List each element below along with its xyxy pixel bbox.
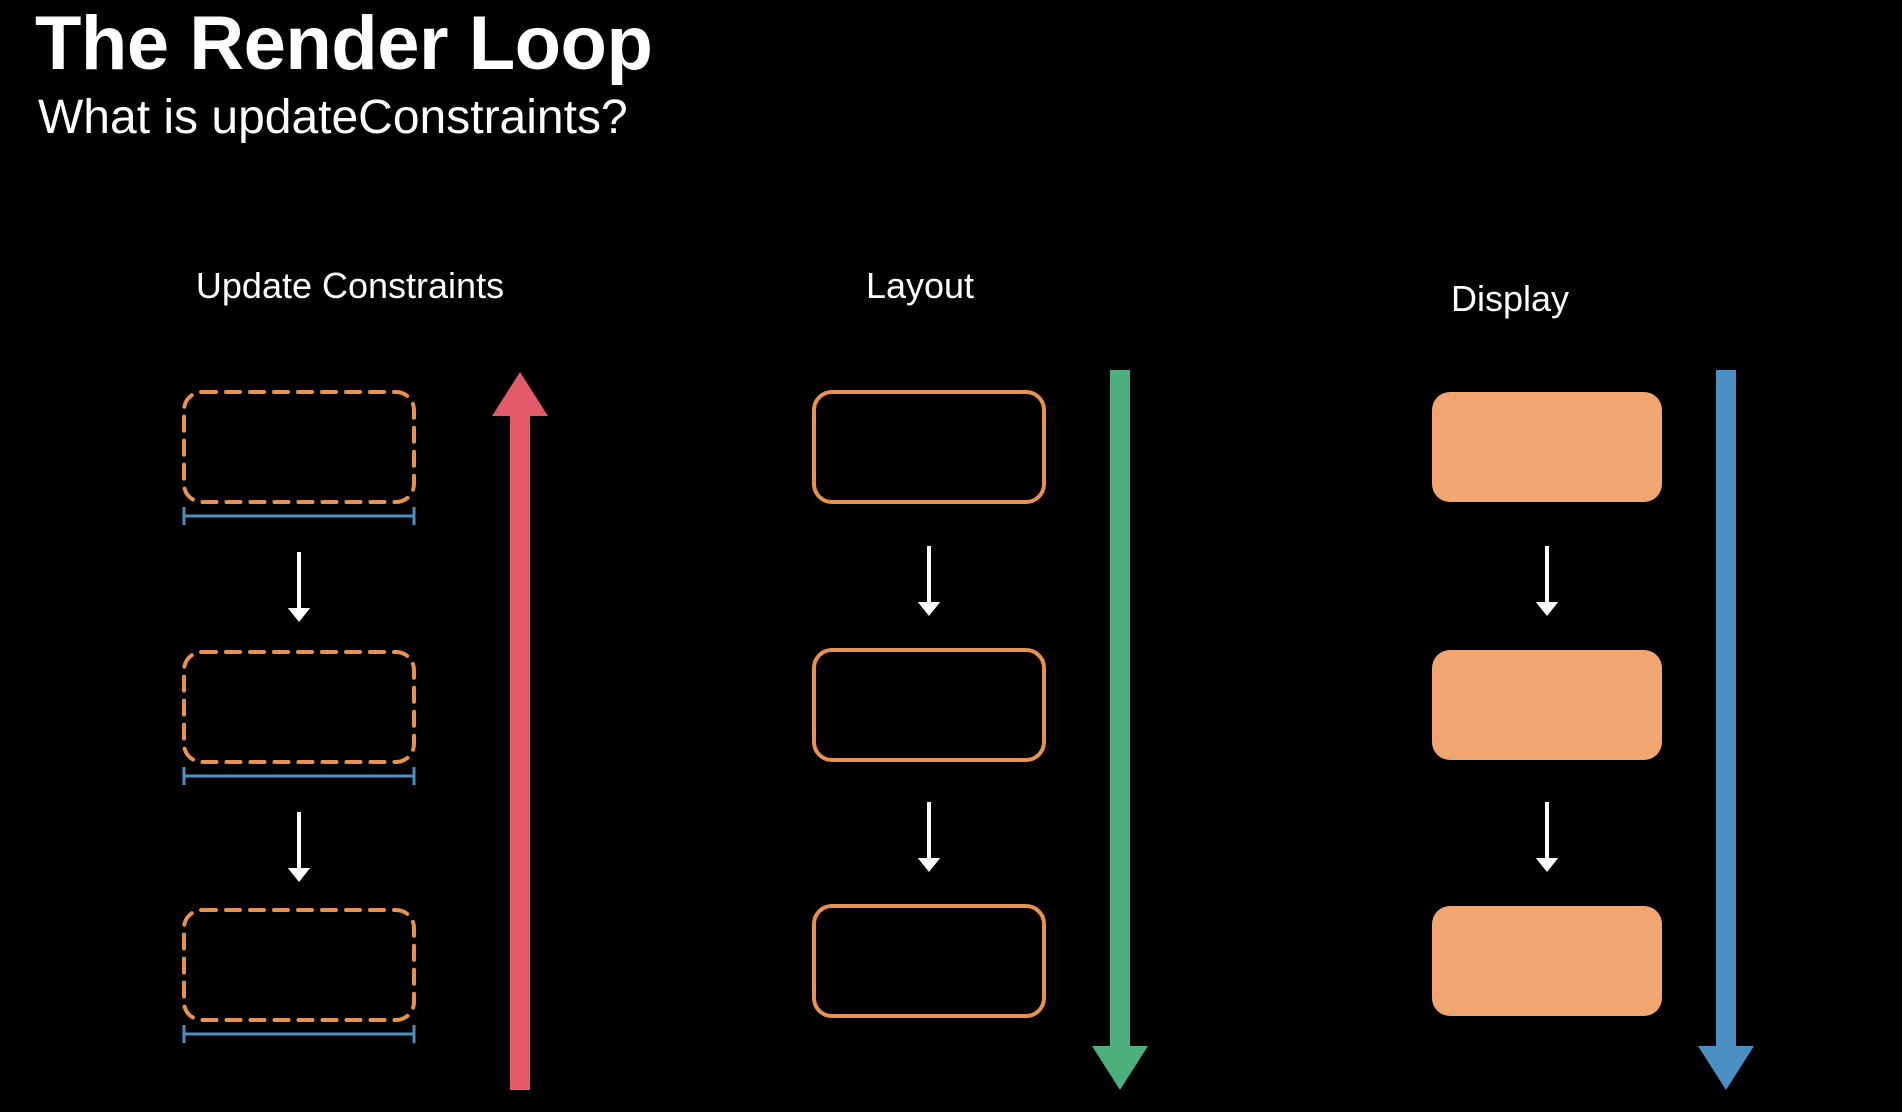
render-loop-diagram [0, 0, 1902, 1112]
